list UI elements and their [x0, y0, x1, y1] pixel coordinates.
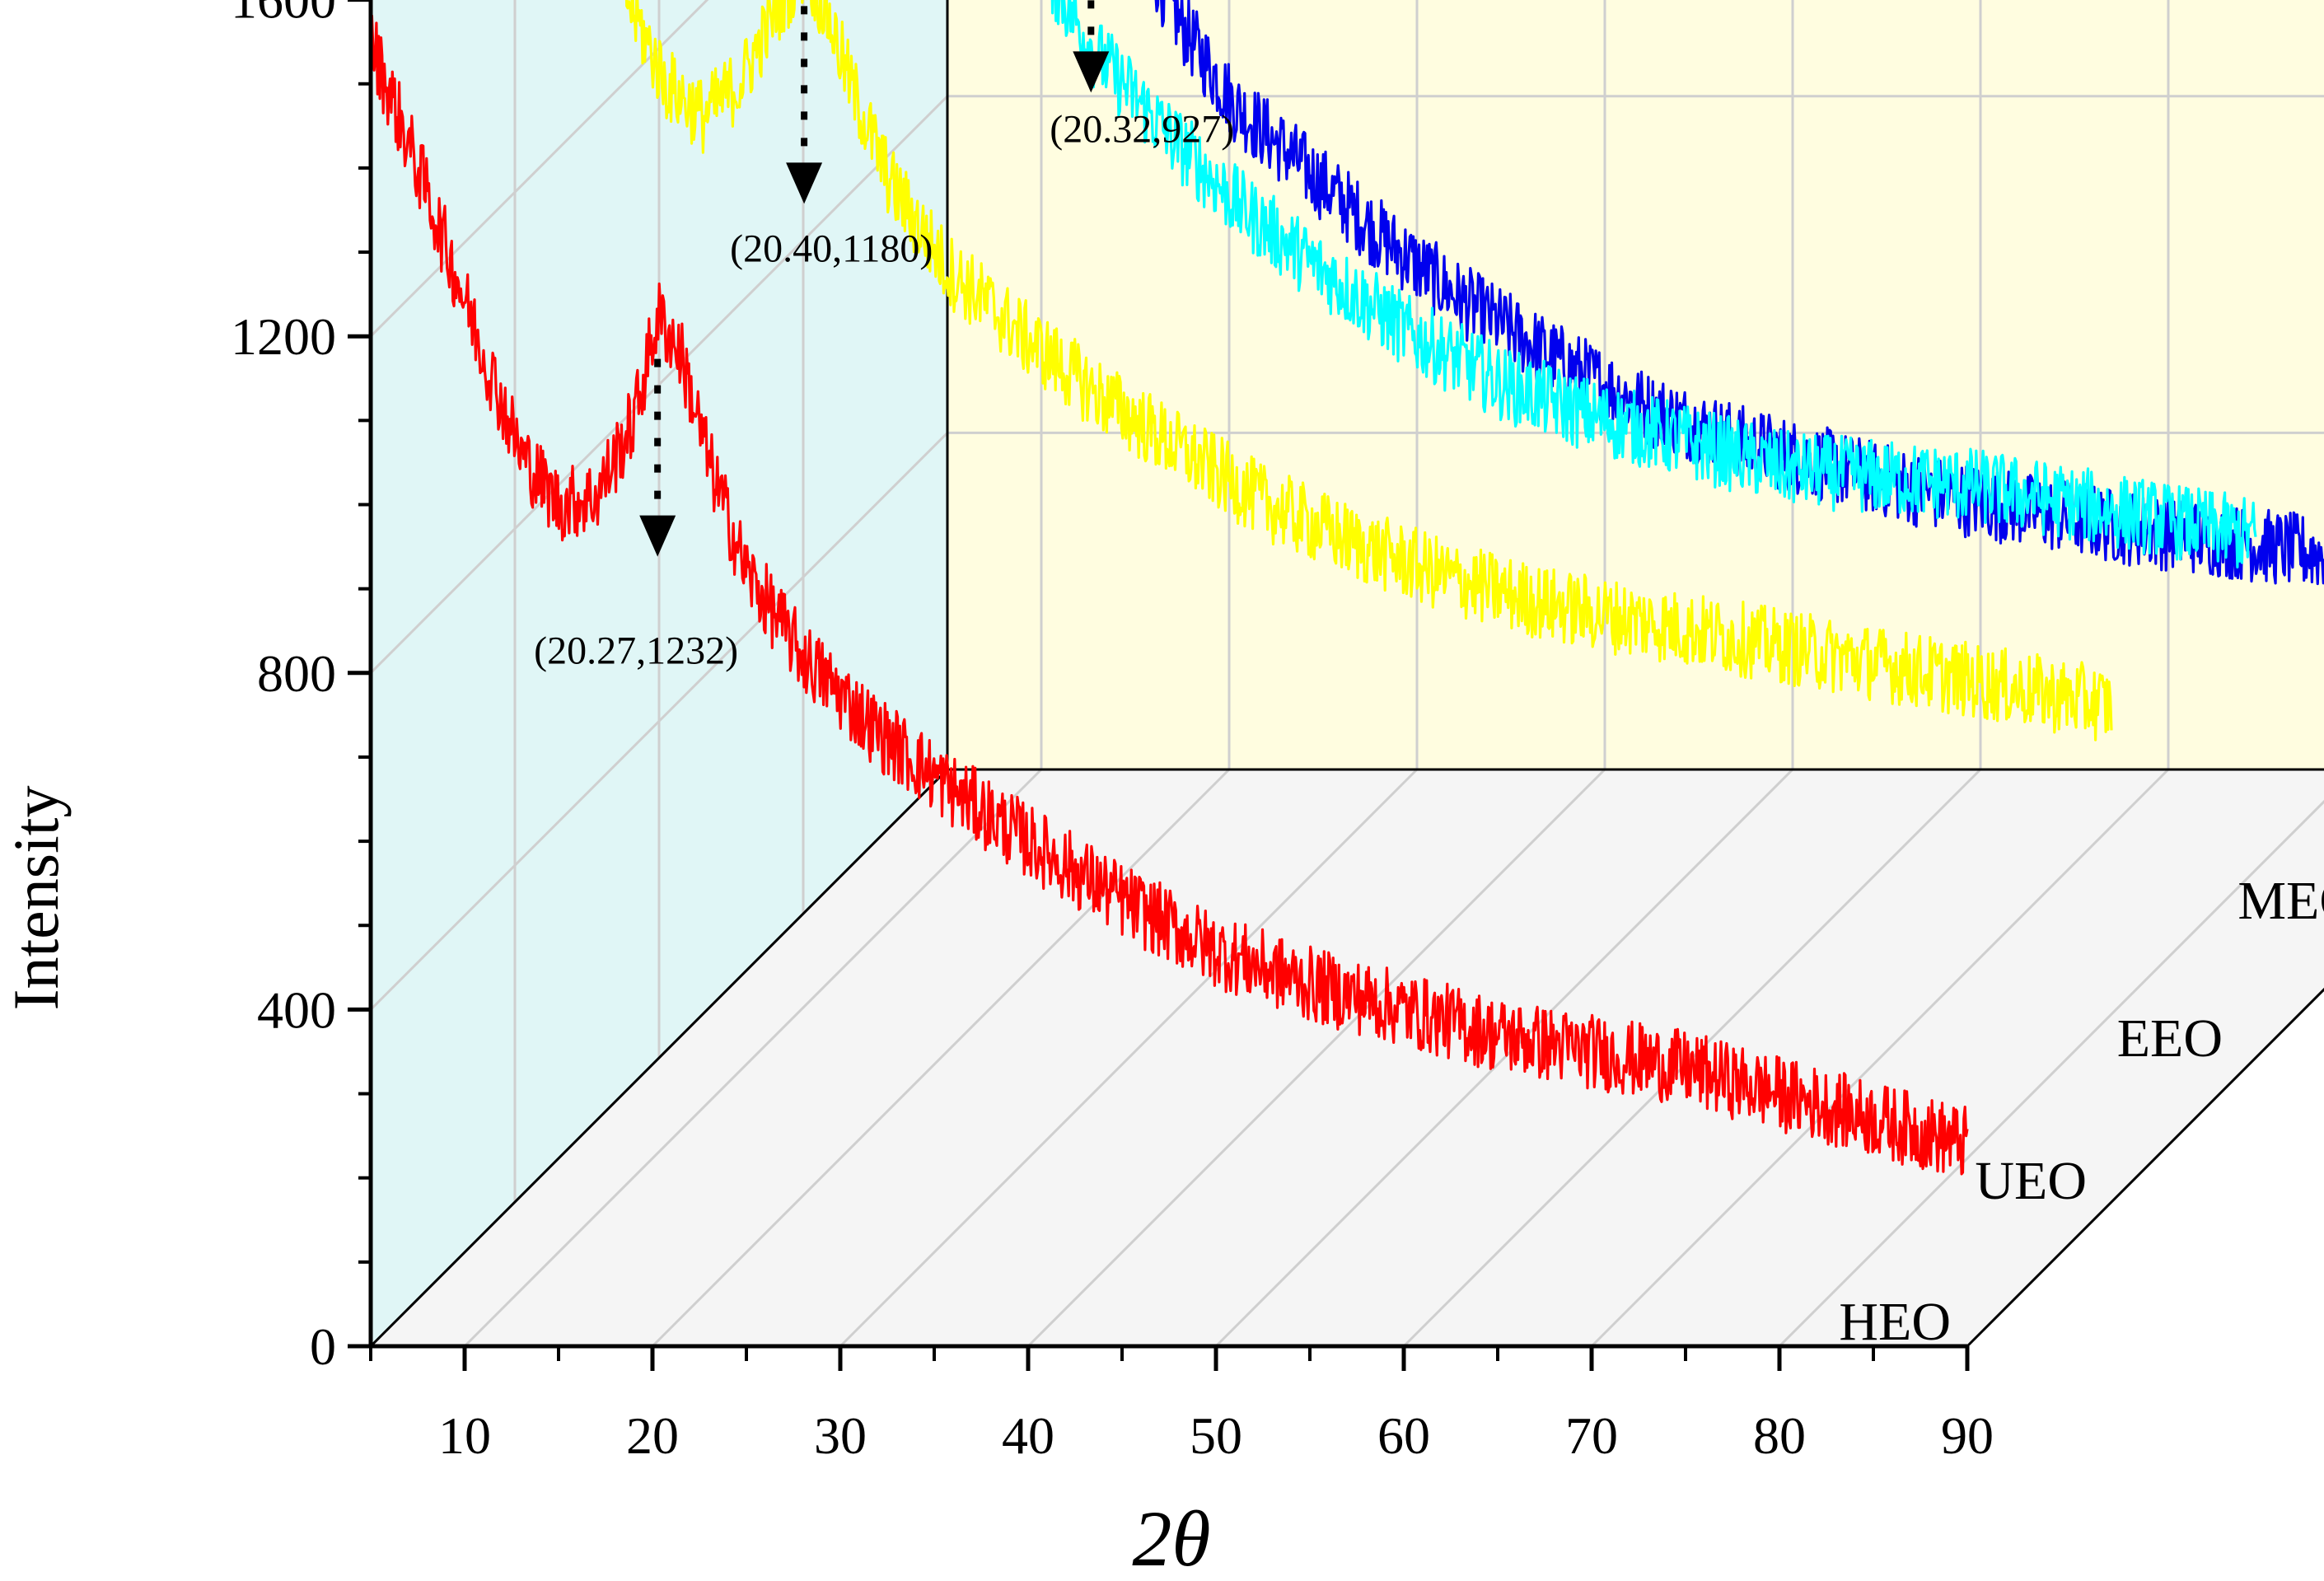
y-tick-label: 1600	[231, 0, 336, 30]
series-ueo: UEO	[624, 0, 2113, 1211]
frame-edge	[369, 768, 949, 1348]
y-tick-label: 400	[257, 980, 336, 1039]
floor-grid-line	[1214, 768, 1794, 1348]
axes-layer: 0400800120016002000102030405060708090	[231, 0, 1994, 1465]
floor-grid-line	[839, 768, 1419, 1348]
series-layer: MEO EEO UEO HEO	[369, 0, 2324, 1352]
series-line-eeo	[1050, 0, 2257, 569]
y-tick-label: 1200	[231, 307, 336, 366]
y-tick-label: 0	[310, 1317, 336, 1376]
x-tick-label: 40	[1002, 1406, 1054, 1465]
floor-grid-line	[651, 768, 1231, 1348]
annotation-layer: (20.32,927)(20.09,1254)(20.40,1180)(20.2…	[534, 0, 1234, 673]
peak-annotation-meo: (20.32,927)	[1050, 0, 1234, 151]
x-tick-label: 90	[1941, 1406, 1994, 1465]
series-label-meo: MEO	[2237, 871, 2324, 931]
floor-grid-line	[1026, 768, 1606, 1348]
peak-annotation-ueo: (20.40,1180)	[730, 6, 933, 270]
peak-label-heo: (20.27,1232)	[534, 629, 738, 673]
x-tick-label: 70	[1565, 1406, 1618, 1465]
floor-grid-line	[1590, 768, 2170, 1348]
x-tick-label: 80	[1753, 1406, 1806, 1465]
x-tick-label: 60	[1377, 1406, 1430, 1465]
y-tick-label: 800	[257, 644, 336, 703]
peak-annotation-heo: (20.27,1232)	[534, 358, 738, 673]
series-label-heo: HEO	[1839, 1292, 1951, 1352]
floor-grid-line	[1778, 799, 2324, 1348]
x-tick-label: 30	[814, 1406, 867, 1465]
peak-label-ueo: (20.40,1180)	[730, 227, 933, 270]
x-tick-label: 50	[1190, 1406, 1242, 1465]
series-label-ueo: UEO	[1975, 1151, 2087, 1211]
y-axis-title: Intensity	[0, 786, 72, 1011]
peak-arrow-head	[786, 162, 823, 204]
peak-arrow-head	[639, 515, 676, 557]
series-line-heo	[369, 14, 1969, 1176]
frame-edge	[1966, 987, 2324, 1348]
x-axis-title: 2θ	[1132, 1494, 1210, 1581]
floor-grid-line	[463, 768, 1043, 1348]
peak-arrow-head	[1073, 51, 1110, 93]
series-heo: HEO	[369, 14, 1969, 1352]
peak-label-meo: (20.32,927)	[1050, 107, 1234, 151]
series-label-eeo: EEO	[2117, 1008, 2223, 1069]
series-line-ueo	[624, 0, 2113, 741]
series-eeo: EEO	[1050, 0, 2257, 1069]
x-tick-label: 10	[438, 1406, 491, 1465]
x-tick-label: 20	[626, 1406, 679, 1465]
